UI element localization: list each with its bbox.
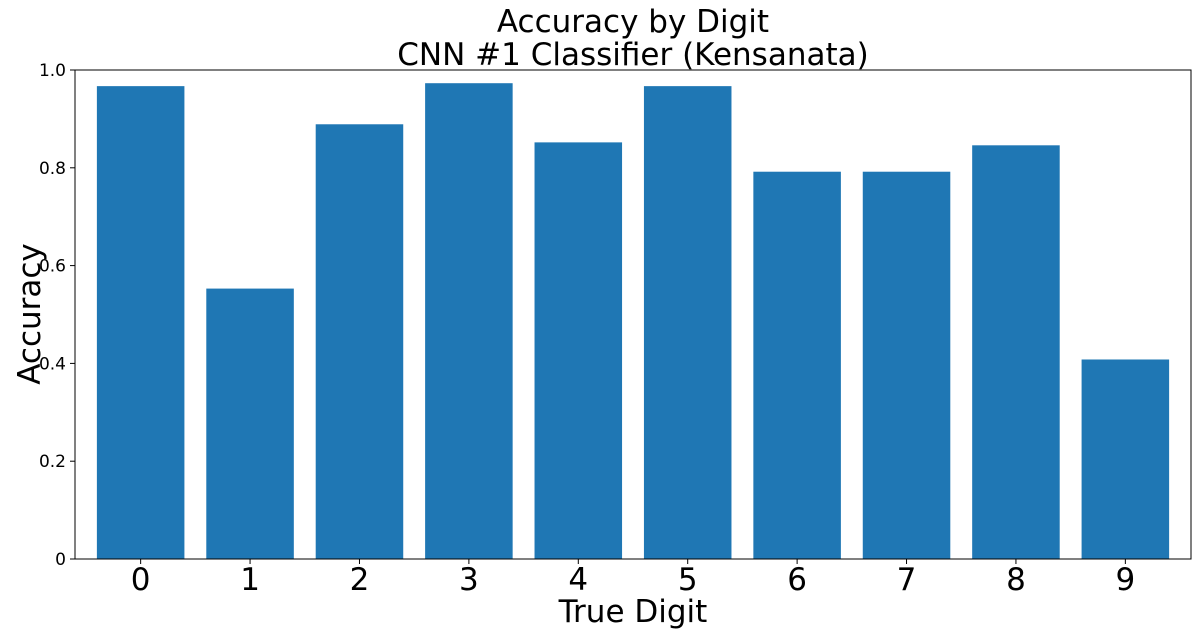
bar-digit-9 xyxy=(1081,359,1170,559)
y-tick-label: 0.4 xyxy=(39,354,66,374)
bar-digit-4 xyxy=(534,142,623,559)
x-tick-label: 4 xyxy=(568,562,588,598)
bar-digit-2 xyxy=(315,124,404,560)
bar-digit-7 xyxy=(862,171,951,559)
x-tick-label: 0 xyxy=(131,562,151,598)
chart-subtitle: CNN #1 Classifier (Kensanata) xyxy=(397,37,868,73)
y-tick-label: 0.6 xyxy=(39,257,66,277)
x-tick-label: 9 xyxy=(1115,562,1135,598)
chart-title: Accuracy by Digit xyxy=(497,4,769,40)
x-axis-ticks: 0 1 2 3 4 5 6 7 8 9 xyxy=(131,559,1135,598)
x-tick-label: 2 xyxy=(350,562,370,598)
y-axis-ticks: 0 0.2 0.4 0.6 0.8 1.0 xyxy=(39,61,75,570)
y-tick-label: 0 xyxy=(55,550,66,570)
x-tick-label: 3 xyxy=(459,562,479,598)
x-tick-label: 7 xyxy=(897,562,917,598)
y-tick-label: 0.2 xyxy=(39,452,66,472)
x-tick-label: 5 xyxy=(678,562,698,598)
x-axis-label: True Digit xyxy=(558,594,708,630)
bar-digit-1 xyxy=(206,288,294,559)
y-tick-label: 0.8 xyxy=(39,159,66,179)
plot-area-frame xyxy=(74,69,1192,560)
x-tick-label: 8 xyxy=(1006,562,1026,598)
bar-group xyxy=(96,83,1170,560)
bar-digit-6 xyxy=(753,171,841,559)
y-tick-label: 1.0 xyxy=(39,61,66,81)
bar-digit-5 xyxy=(643,86,732,560)
bar-digit-8 xyxy=(972,145,1060,559)
bar-digit-0 xyxy=(96,86,185,560)
bar-digit-3 xyxy=(425,83,513,559)
y-axis-label: Accuracy xyxy=(12,243,48,385)
x-tick-label: 1 xyxy=(240,562,260,598)
x-tick-label: 6 xyxy=(787,562,807,598)
